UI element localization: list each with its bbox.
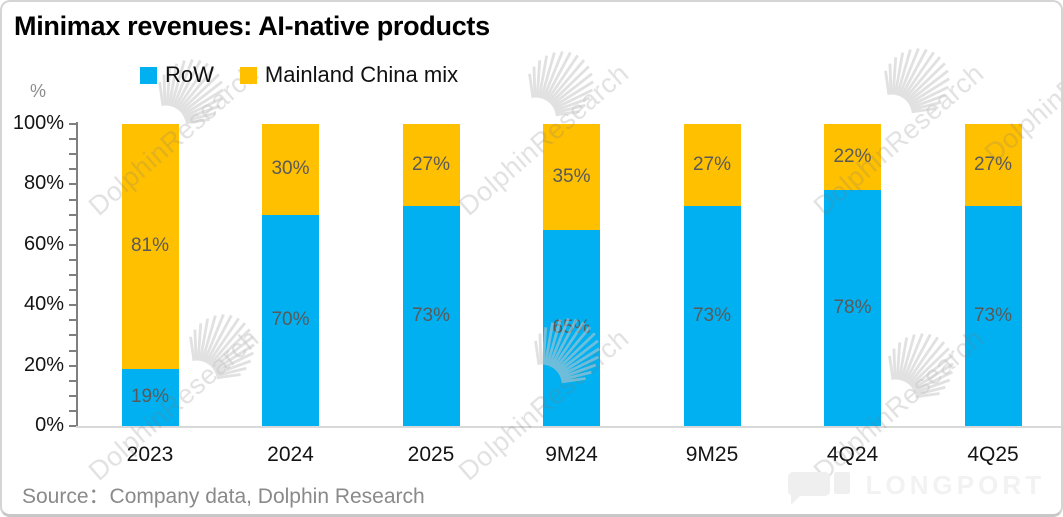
y-axis-tick <box>69 364 76 367</box>
logo-square-icon <box>833 472 850 494</box>
x-axis-line <box>76 426 1061 428</box>
chat-bubble-icon <box>787 472 830 505</box>
y-axis-tick <box>69 304 76 307</box>
bar-label-china: 30% <box>271 158 310 180</box>
chart-title: Minimax revenues: AI-native products <box>14 11 490 41</box>
bar-label-row: 78% <box>833 297 872 319</box>
bar-label-china: 27% <box>411 153 451 175</box>
y-axis-tick <box>69 228 76 231</box>
bar-label-row: 73% <box>411 304 451 326</box>
bar-segment-china: 27% <box>964 124 1022 206</box>
legend-label-china: Mainland China mix <box>264 62 459 87</box>
y-axis-tick <box>69 183 76 186</box>
y-axis-tick <box>69 394 76 397</box>
bar-label-row: 73% <box>973 304 1013 326</box>
y-axis-unit-label: % <box>30 81 47 101</box>
legend-item-china: Mainland China mix <box>239 62 459 88</box>
y-axis-tick <box>69 243 76 246</box>
bar-label-row: 73% <box>692 304 732 326</box>
y-axis-tick <box>69 123 76 125</box>
bar-group: 27% 73% <box>964 124 1022 426</box>
y-axis-tick <box>69 319 76 322</box>
legend-label-row: RoW <box>165 62 214 87</box>
y-axis-tick <box>69 198 76 201</box>
y-axis-tick <box>69 349 76 352</box>
x-axis-label: 4Q24 <box>826 443 879 466</box>
y-axis-tick <box>69 213 76 216</box>
y-axis-tick <box>69 409 76 412</box>
x-axis-label: 9M25 <box>685 443 739 466</box>
legend-swatch-china-icon <box>239 66 257 84</box>
legend: RoW Mainland China mix <box>140 62 458 88</box>
bar-segment-china: 35% <box>543 124 600 230</box>
bar-label-china: 35% <box>552 165 591 187</box>
x-axis-label: 9M24 <box>545 443 598 466</box>
y-axis-tick <box>69 258 76 261</box>
y-axis-tick <box>69 153 76 156</box>
bar-label-row: 65% <box>552 316 591 338</box>
bar-group: 27% 73% <box>683 124 741 426</box>
bar-segment-china: 27% <box>683 124 741 206</box>
legend-swatch-row-icon <box>140 66 157 84</box>
y-axis-label: 40% <box>23 293 64 316</box>
bar-segment-row: 73% <box>402 205 460 426</box>
bar-label-china: 81% <box>130 235 170 257</box>
y-axis-tick <box>69 274 76 276</box>
x-axis-label: 2024 <box>267 443 314 466</box>
bar-segment-china: 27% <box>402 124 460 206</box>
bar-segment-row: 73% <box>964 205 1022 426</box>
x-axis-label: 2023 <box>126 443 174 466</box>
bar-group: 35% 65% <box>543 124 600 426</box>
bar-group: 30% 70% <box>262 124 319 426</box>
bar-segment-row: 19% <box>121 368 179 426</box>
legend-item-row: RoW <box>140 62 214 88</box>
bar-segment-row: 65% <box>543 229 600 426</box>
bar-label-china: 27% <box>973 153 1013 175</box>
bar-group: 22% 78% <box>824 124 881 426</box>
x-axis-label: 4Q25 <box>967 443 1019 466</box>
bar-label-china: 22% <box>833 146 872 168</box>
y-axis-label: 80% <box>23 172 64 195</box>
bar-label-row: 19% <box>130 386 170 408</box>
longport-logo: LONGPORT <box>787 470 1045 505</box>
bar-label-china: 27% <box>692 153 732 175</box>
y-axis-tick <box>69 168 76 171</box>
longport-logo-text: LONGPORT <box>865 470 1045 500</box>
bar-segment-row: 73% <box>683 205 741 426</box>
bar-segment-china: 30% <box>262 124 319 215</box>
y-axis-tick <box>69 289 76 292</box>
y-axis-label: 20% <box>23 353 64 376</box>
bar-segment-row: 78% <box>824 190 881 426</box>
y-axis-tick <box>69 138 76 141</box>
y-axis-label: 60% <box>23 232 64 255</box>
y-axis-tick <box>69 379 76 382</box>
bar-segment-china: 22% <box>824 124 881 191</box>
y-axis-label: 0% <box>35 414 64 436</box>
x-axis-label: 2025 <box>407 443 455 466</box>
bar-label-row: 70% <box>271 309 310 331</box>
bar-segment-china: 81% <box>121 124 179 369</box>
y-axis-label: 100% <box>12 112 64 134</box>
bar-segment-row: 70% <box>262 214 319 426</box>
bar-group: 81% 19% <box>121 124 179 426</box>
y-axis-tick <box>69 425 76 427</box>
y-axis-tick <box>69 334 76 337</box>
bar-group: 27% 73% <box>402 124 460 426</box>
source-note: Source：Company data, Dolphin Research <box>22 485 425 508</box>
y-axis-line <box>76 122 78 428</box>
